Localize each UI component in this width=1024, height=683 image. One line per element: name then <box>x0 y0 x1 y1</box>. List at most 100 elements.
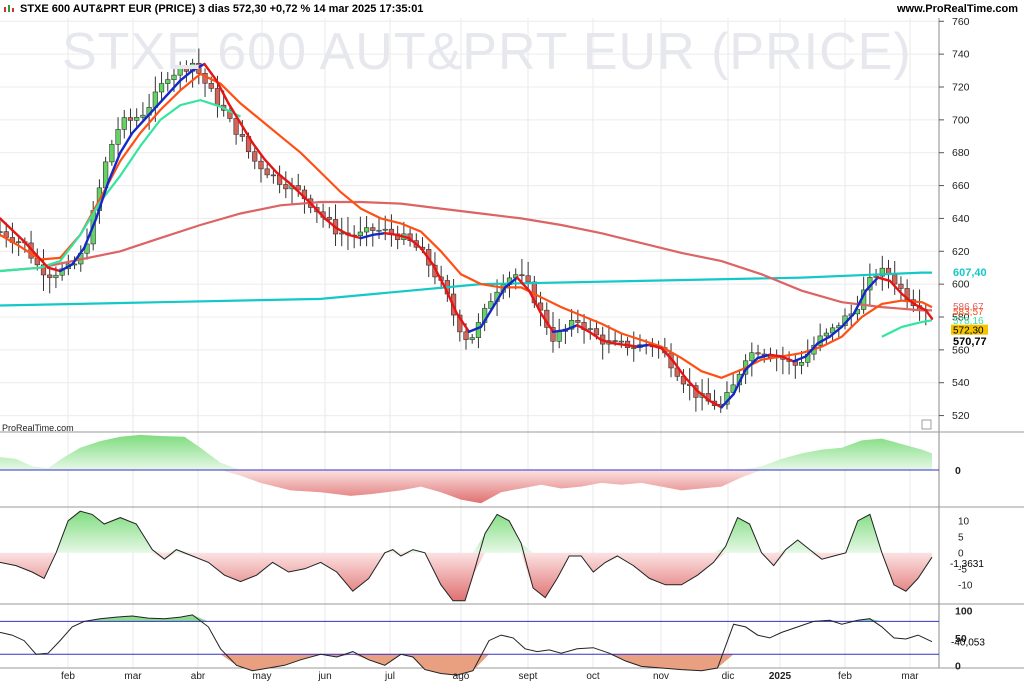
ema-short-segment <box>70 246 86 266</box>
candle-up <box>469 337 475 340</box>
ema-short-segment <box>576 324 591 333</box>
candle-down <box>258 160 264 170</box>
x-tick-label: abr <box>191 671 206 682</box>
candle-up <box>115 129 121 145</box>
ema-short-segment <box>588 330 603 342</box>
y-tick-label: 520 <box>952 410 970 422</box>
osc3-oversold-fill <box>0 654 932 676</box>
x-tick-label: ago <box>453 671 470 682</box>
ema-short-segment <box>95 181 110 220</box>
ema-short-segment <box>203 62 218 82</box>
candle-down <box>370 227 376 231</box>
ema-short-segment <box>383 232 399 237</box>
candle-up <box>569 320 575 330</box>
price-tag-label: 607,40 <box>953 267 987 279</box>
x-tick-label: jun <box>317 671 331 682</box>
candle-up <box>134 117 140 121</box>
candle-up <box>618 340 624 343</box>
y-tick-label: 760 <box>952 16 970 28</box>
y-tick-label: 680 <box>952 147 970 159</box>
x-tick-label: 2025 <box>769 671 792 682</box>
ema-short-segment <box>167 79 182 95</box>
ema-short-segment <box>551 328 567 333</box>
price-tag-label: 572,30 <box>953 326 984 337</box>
candle-down <box>0 231 3 233</box>
ema-short-segment <box>58 263 74 273</box>
ema-short-segment <box>900 292 916 306</box>
osc3-line <box>0 614 933 676</box>
ema-short-segment <box>323 217 338 230</box>
candle-up <box>879 267 885 277</box>
ema-short-segment <box>455 312 471 333</box>
y-tick-label: 540 <box>952 377 970 389</box>
ema-short-segment <box>600 338 615 345</box>
ema-short-segment <box>131 118 146 135</box>
ema-short-segment <box>443 286 459 315</box>
ema-short-segment <box>732 368 747 396</box>
osc3-y-tick: 100 <box>955 605 973 617</box>
ema-short-segment <box>0 217 14 232</box>
candle-down <box>183 67 190 72</box>
ema-short-segment <box>720 393 735 409</box>
candle-up <box>53 274 59 278</box>
osc2-y-tick: 5 <box>958 532 964 543</box>
candle-down <box>127 117 134 121</box>
ema-short-segment <box>672 360 687 379</box>
ema-short-segment <box>179 69 194 82</box>
ema-short-segment <box>768 353 783 358</box>
ema-short-segment <box>708 399 723 409</box>
ema-short-segment <box>251 141 266 161</box>
candle-up <box>109 144 115 163</box>
ema-short-segment <box>22 240 38 256</box>
ema-short-segment <box>840 312 856 329</box>
ema-short-segment <box>215 79 230 105</box>
x-axis: feb mar abr may jun jul ago sept oct nov dic 2025 fe… <box>61 671 919 682</box>
candle-up <box>171 74 177 80</box>
y-tick-label: 660 <box>952 180 970 192</box>
ema-short-segment <box>419 246 435 266</box>
main-series <box>0 48 934 413</box>
ema-short-segment <box>612 342 627 347</box>
site-link[interactable]: www.ProRealTime.com <box>896 3 1018 15</box>
osc2-y-tick: -10 <box>958 580 973 591</box>
candle-up <box>749 352 755 362</box>
osc3-y-tick: 50 <box>955 633 967 645</box>
ema-short-segment <box>227 102 242 125</box>
ema-short-segment <box>888 279 904 296</box>
ema-short-segment <box>407 236 423 250</box>
ema-short-segment <box>624 343 639 348</box>
ema-short-segment <box>359 233 374 240</box>
y-tick-label: 580 <box>952 312 970 324</box>
osc2-y-tick: 10 <box>958 516 970 527</box>
osc1-area-positive <box>0 434 932 470</box>
footer-brand: ProRealTime.com <box>2 423 74 433</box>
y-tick-label: 620 <box>952 246 970 258</box>
candle-down <box>463 331 469 340</box>
instrument-header: STXE 600 AUT&PRT EUR (PRICE) 3 dias 572,… <box>20 3 424 15</box>
candle-down <box>898 283 904 289</box>
ema-short-segment <box>10 228 26 243</box>
ema-short-segment <box>660 347 675 363</box>
candle-down <box>214 88 221 106</box>
y-axis: 520 540 560 580 600 620 640 660 680 700 720 740 760 0… <box>939 16 973 672</box>
candle-down <box>755 352 761 355</box>
ema-short-segment <box>828 325 844 338</box>
candle-up <box>823 332 829 337</box>
ema-short-segment <box>191 62 206 72</box>
watermark-title: STXE 600 AUT&PRT EUR (PRICE) <box>62 23 912 81</box>
candle-down <box>264 168 270 176</box>
osc1-area-negative <box>0 470 932 504</box>
x-tick-label: feb <box>838 671 852 682</box>
price-tag-label: 583,57 <box>953 307 984 318</box>
ema-short-segment <box>107 151 122 184</box>
osc2-value-label: -1,3631 <box>950 559 984 570</box>
x-tick-label: oct <box>586 671 600 682</box>
x-tick-label: feb <box>61 671 75 682</box>
candle-up <box>121 117 127 130</box>
x-tick-label: mar <box>124 671 142 682</box>
ema-short-segment <box>239 121 254 145</box>
price-tag-label: 570,77 <box>953 336 987 348</box>
x-tick-label: may <box>253 671 272 682</box>
ema-short-segment <box>515 276 531 292</box>
osc3-value-label: -40,053 <box>951 638 985 649</box>
